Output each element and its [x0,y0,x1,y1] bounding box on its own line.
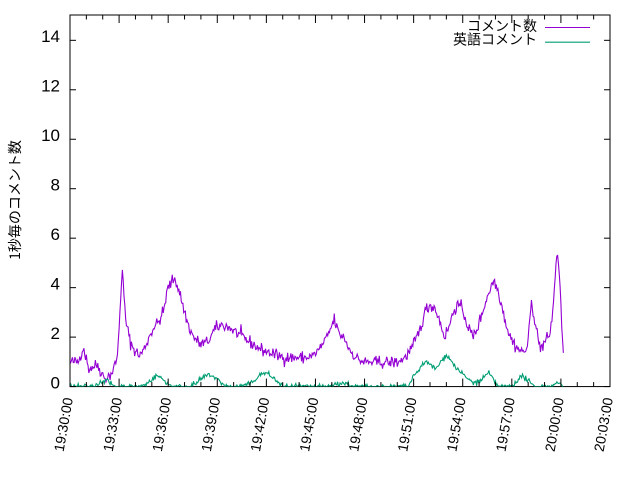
svg-text:10: 10 [41,126,60,145]
svg-text:4: 4 [51,275,60,294]
svg-text:0: 0 [51,374,60,393]
svg-text:14: 14 [41,27,60,46]
svg-text:1秒毎のコメント数: 1秒毎のコメント数 [5,140,25,260]
svg-text:英語コメント: 英語コメント [453,32,537,48]
svg-text:8: 8 [51,176,60,195]
svg-text:2: 2 [51,324,60,343]
svg-text:12: 12 [41,77,60,96]
svg-text:6: 6 [51,225,60,244]
